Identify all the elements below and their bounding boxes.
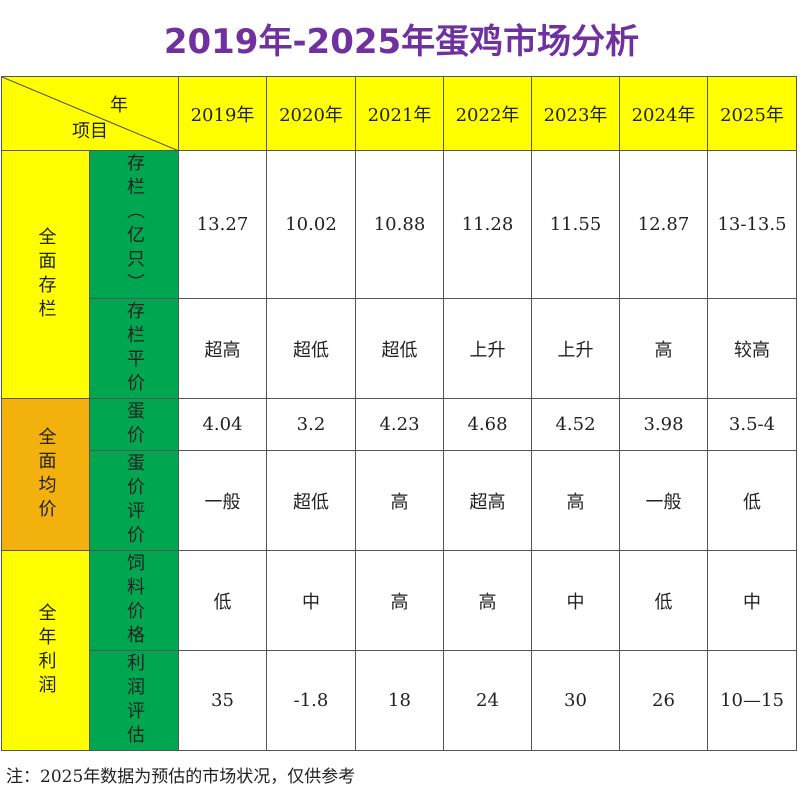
table-row: 利润评估 35 -1.8 18 24 30 26 10—15 xyxy=(2,650,797,751)
value-cell: 高 xyxy=(619,298,708,399)
value-cell: -1.8 xyxy=(266,650,356,751)
egg-market-table: 年 项目 2019年 2020年 2021年 2022年 2023年 2024年… xyxy=(1,76,797,751)
value-cell: 13.27 xyxy=(178,150,267,299)
group-label: 全年利润 xyxy=(35,602,57,699)
table-row: 蛋价评价 一般 超低高超高高一般低 xyxy=(2,450,797,551)
value-cell: 4.68 xyxy=(443,398,532,451)
group-label-cell: 全年利润 xyxy=(1,550,90,751)
value-cell: 10—15 xyxy=(707,650,797,751)
value-cell: 中 xyxy=(266,550,356,651)
value-cell: 一般 xyxy=(619,450,708,551)
row-label-cell: 蛋价 xyxy=(89,398,179,451)
value-cell: 3.98 xyxy=(619,398,708,451)
year-header: 2020年 xyxy=(266,76,356,151)
value-cell: 中 xyxy=(531,550,620,651)
value-cell: 10.02 xyxy=(266,150,356,299)
value-cell: 3.5-4 xyxy=(707,398,797,451)
row-label-cell: 存栏（亿只） xyxy=(89,150,179,299)
row-label-cell: 饲料价格 xyxy=(89,550,179,651)
value-cell: 3.2 xyxy=(266,398,356,451)
year-header: 2022年 xyxy=(443,76,532,151)
row-label: 利润评估 xyxy=(124,652,145,749)
value-cell: 4.52 xyxy=(531,398,620,451)
group-label-cell: 全面存栏 xyxy=(1,150,90,399)
value-cell: 中 xyxy=(707,550,797,651)
value-cell: 4.04 xyxy=(178,398,267,451)
value-cell: 超高 xyxy=(443,450,532,551)
group-label: 全面存栏 xyxy=(35,226,57,323)
table-row: 全面存栏 存栏（亿只） 13.27 10.02 10.88 11.28 11.55 12.87… xyxy=(1,150,797,399)
row-label: 蛋价 xyxy=(124,400,145,449)
value-cell: 13-13.5 xyxy=(707,150,797,299)
row-label-cell: 蛋价评价 xyxy=(89,450,179,551)
row-label: 存栏平价 xyxy=(124,300,145,397)
year-header: 2023年 xyxy=(531,76,620,151)
page-title: 2019年-2025年蛋鸡市场分析 xyxy=(163,21,640,62)
value-cell: 上升 xyxy=(531,298,620,399)
value-cell: 超低 xyxy=(266,298,356,399)
year-header: 2019年 xyxy=(178,76,267,151)
value-cell: 一般 xyxy=(178,450,267,551)
table-row: 全年利润 饲料价格低中高高中低中 xyxy=(1,550,797,751)
value-cell: 超高 xyxy=(178,298,267,399)
corner-item-label: 项目 xyxy=(72,121,108,142)
value-cell: 12.87 xyxy=(619,150,708,299)
value-cell: 高 xyxy=(355,550,444,651)
corner-cell: 年 项目 xyxy=(1,76,179,151)
value-cell: 上升 xyxy=(443,298,532,399)
header-row: 年 项目 2019年 2020年 2021年 2022年 2023年 2024年… xyxy=(1,76,797,151)
year-header: 2021年 xyxy=(355,76,444,151)
value-cell: 低 xyxy=(178,550,267,651)
value-cell: 35 xyxy=(178,650,267,751)
value-cell: 10.88 xyxy=(355,150,444,299)
value-cell: 低 xyxy=(619,550,708,651)
row-label-cell: 存栏平价 xyxy=(89,298,179,399)
value-cell: 18 xyxy=(355,650,444,751)
footnote: 注：2025年数据为预估的市场状况，仅供参考 xyxy=(6,767,356,787)
value-cell: 11.55 xyxy=(531,150,620,299)
corner-year-label: 年 xyxy=(110,95,128,116)
table-row: 存栏平价 超高 超低 超低 上升 上升高较高 xyxy=(2,298,797,399)
value-cell: 11.28 xyxy=(443,150,532,299)
value-cell: 超低 xyxy=(355,298,444,399)
row-label-cell: 利润评估 xyxy=(89,650,179,751)
value-cell: 低 xyxy=(707,450,797,551)
value-cell: 4.23 xyxy=(355,398,444,451)
row-label: 蛋价评价 xyxy=(124,452,145,549)
value-cell: 较高 xyxy=(707,298,797,399)
value-cell: 高 xyxy=(443,550,532,651)
row-label: 存栏（亿只） xyxy=(124,152,145,297)
group-label-cell: 全面均价 xyxy=(1,398,90,551)
row-label: 饲料价格 xyxy=(124,552,145,649)
value-cell: 26 xyxy=(619,650,708,751)
value-cell: 超低 xyxy=(266,450,356,551)
value-cell: 高 xyxy=(355,450,444,551)
table-row: 全面均价 蛋价 4.04 3.2 4.23 4.68 4.52 3.98 3.5-4 xyxy=(1,398,797,551)
group-label: 全面均价 xyxy=(35,426,57,523)
value-cell: 高 xyxy=(531,450,620,551)
value-cell: 24 xyxy=(443,650,532,751)
year-header: 2024年 xyxy=(619,76,708,151)
value-cell: 30 xyxy=(531,650,620,751)
year-header: 2025年 xyxy=(707,76,797,151)
